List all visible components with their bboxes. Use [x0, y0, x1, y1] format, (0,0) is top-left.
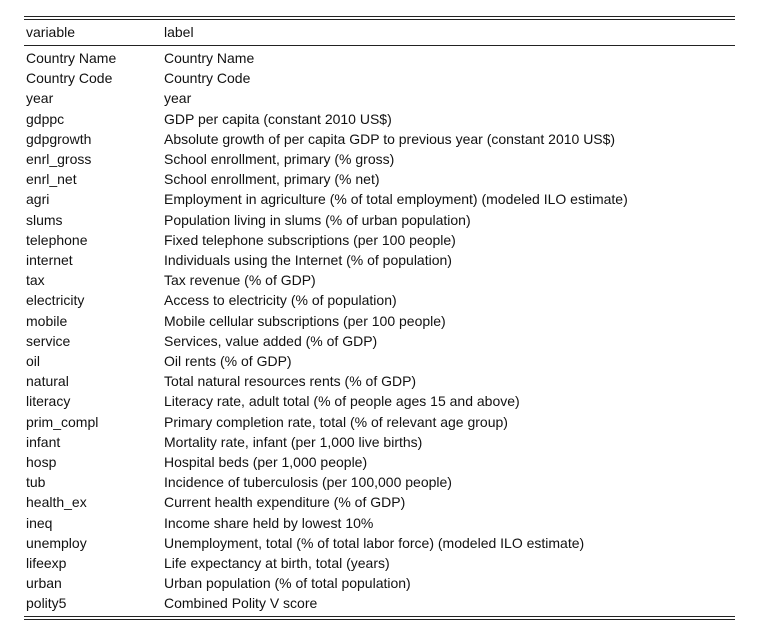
table-row: lifeexp Life expectancy at birth, total (… — [24, 553, 735, 573]
cell-variable: literacy — [26, 393, 71, 410]
header-variable: variable — [26, 24, 76, 40]
cell-label: Access to electricity (% of population) — [164, 292, 397, 309]
cell-variable: prim_compl — [26, 413, 99, 430]
cell-label: Incidence of tuberculosis (per 100,000 p… — [164, 474, 452, 491]
cell-variable: hosp — [26, 454, 57, 471]
cell-variable: internet — [26, 252, 73, 269]
table-row: enrl_net School enrollment, primary (% ne… — [24, 169, 735, 189]
cell-variable: tub — [26, 474, 46, 491]
cell-variable: ineq — [26, 514, 53, 531]
cell-label: Country Name — [164, 50, 255, 66]
cell-label: Employment in agriculture (% of total em… — [164, 191, 628, 208]
cell-variable: natural — [26, 373, 69, 390]
table-row: tax Tax revenue (% of GDP) — [24, 270, 735, 290]
cell-label: School enrollment, primary (% gross) — [164, 151, 395, 168]
header-rule — [24, 45, 735, 46]
cell-label: GDP per capita (constant 2010 US$) — [164, 110, 392, 127]
cell-variable: Country Name — [26, 50, 117, 66]
cell-variable: mobile — [26, 312, 68, 329]
cell-label: Combined Polity V score — [164, 595, 318, 612]
table-row: natural Total natural resources rents (% … — [24, 371, 735, 391]
cell-label: Income share held by lowest 10% — [164, 514, 374, 531]
cell-variable: gdpgrowth — [26, 130, 92, 147]
table-row: health_ex Current health expenditure (% o… — [24, 492, 735, 512]
cell-variable: year — [26, 90, 54, 107]
table-row: unemploy Unemployment, total (% of total … — [24, 533, 735, 553]
table-row: electricity Access to electricity (% of p… — [24, 290, 735, 310]
cell-label: year — [164, 90, 192, 107]
cell-variable: slums — [26, 211, 63, 228]
variable-table: variable label Country Name Country Name C… — [24, 16, 735, 620]
cell-variable: unemploy — [26, 534, 87, 551]
cell-label: Life expectancy at birth, total (years) — [164, 555, 390, 572]
cell-label: Urban population (% of total population) — [164, 575, 411, 592]
cell-label: Country Code — [164, 70, 251, 87]
data-table-body: Country Name Country Name Country Code Coun… — [24, 46, 735, 616]
table-row: internet Individuals using the Internet (… — [24, 250, 735, 270]
cell-label: Fixed telephone subscriptions (per 100 p… — [164, 231, 456, 248]
top-rule — [24, 16, 735, 20]
cell-label: Absolute growth of per capita GDP to pre… — [164, 130, 616, 147]
cell-variable: health_ex — [26, 494, 87, 511]
cell-label: Primary completion rate, total (% of rel… — [164, 413, 508, 430]
table-row: service Services, value added (% of GDP) — [24, 331, 735, 351]
header-label: label — [164, 24, 194, 40]
cell-variable: polity5 — [26, 595, 67, 612]
cell-variable: service — [26, 332, 71, 349]
table-row: literacy Literacy rate, adult total (% of… — [24, 391, 735, 411]
cell-label: Unemployment, total (% of total labor fo… — [164, 534, 585, 551]
cell-variable: enrl_gross — [26, 151, 92, 168]
table-row: urban Urban population (% of total popula… — [24, 573, 735, 593]
cell-variable: enrl_net — [26, 171, 77, 188]
cell-variable: tax — [26, 272, 45, 289]
table-row: year year — [24, 88, 735, 108]
cell-label: Oil rents (% of GDP) — [164, 353, 292, 370]
cell-label: Individuals using the Internet (% of pop… — [164, 252, 452, 269]
cell-variable: urban — [26, 575, 62, 592]
header-row: variable label — [24, 20, 735, 45]
cell-variable: infant — [26, 433, 61, 450]
table-row: Country Code Country Code — [24, 68, 735, 88]
table-row: infant Mortality rate, infant (per 1,000 … — [24, 432, 735, 452]
table-row: enrl_gross School enrollment, primary (% … — [24, 149, 735, 169]
cell-variable: Country Code — [26, 70, 113, 87]
cell-label: Hospital beds (per 1,000 people) — [164, 454, 368, 471]
table-row: polity5 Combined Polity V score — [24, 593, 735, 615]
cell-label: Total natural resources rents (% of GDP) — [164, 373, 417, 390]
cell-label: Population living in slums (% of urban p… — [164, 211, 471, 228]
cell-variable: gdppc — [26, 110, 65, 127]
table-row: gdppc GDP per capita (constant 2010 US$) — [24, 109, 735, 129]
cell-variable: telephone — [26, 231, 88, 248]
table-row: slums Population living in slums (% of ur… — [24, 210, 735, 230]
cell-variable: electricity — [26, 292, 85, 309]
cell-label: Mortality rate, infant (per 1,000 live b… — [164, 433, 423, 450]
cell-variable: oil — [26, 353, 41, 370]
cell-label: Current health expenditure (% of GDP) — [164, 494, 406, 511]
bottom-rule — [24, 615, 735, 620]
table-body: Country Name Country Name Country Code Coun… — [24, 46, 735, 616]
table-row: telephone Fixed telephone subscriptions (… — [24, 230, 735, 250]
table-row: prim_compl Primary completion rate, total… — [24, 412, 735, 432]
table-row: gdpgrowth Absolute growth of per capita G… — [24, 129, 735, 149]
table-row: agri Employment in agriculture (% of tota… — [24, 189, 735, 209]
cell-label: School enrollment, primary (% net) — [164, 171, 380, 188]
cell-variable: lifeexp — [26, 555, 67, 572]
table-row: hosp Hospital beds (per 1,000 people) — [24, 452, 735, 472]
cell-label: Services, value added (% of GDP) — [164, 332, 378, 349]
table-row: oil Oil rents (% of GDP) — [24, 351, 735, 371]
table-row: mobile Mobile cellular subscriptions (per… — [24, 311, 735, 331]
cell-variable: agri — [26, 191, 50, 208]
cell-label: Mobile cellular subscriptions (per 100 p… — [164, 312, 446, 329]
table-row: ineq Income share held by lowest 10% — [24, 513, 735, 533]
table-row: tub Incidence of tuberculosis (per 100,00… — [24, 472, 735, 492]
cell-label: Tax revenue (% of GDP) — [164, 272, 316, 289]
table-row: Country Name Country Name — [24, 46, 735, 68]
cell-label: Literacy rate, adult total (% of people … — [164, 393, 520, 410]
data-table: variable label — [24, 20, 735, 45]
